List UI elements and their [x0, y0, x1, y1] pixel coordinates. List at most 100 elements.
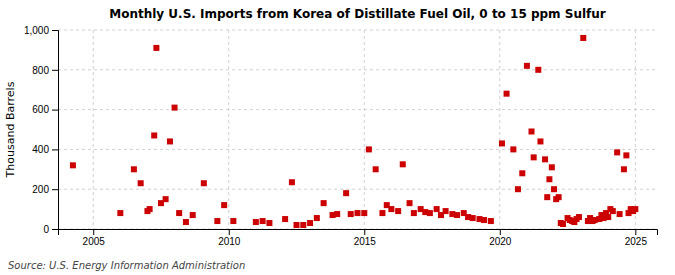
- grid-line: [364, 30, 365, 229]
- tick-label: 1,000: [24, 25, 49, 36]
- point: [321, 200, 327, 206]
- tick-label: 0: [43, 224, 49, 235]
- tick-label: 2025: [625, 236, 648, 247]
- source: Source: U.S. Energy Information Administ…: [8, 260, 245, 271]
- tick: 2020: [489, 229, 512, 247]
- tick-label: 2020: [489, 236, 512, 247]
- tick: 1,000: [24, 25, 58, 36]
- tick-label: 400: [32, 144, 49, 155]
- point: [361, 210, 367, 216]
- point: [481, 217, 487, 223]
- point: [334, 211, 340, 217]
- tick-label: 600: [32, 104, 49, 115]
- point: [515, 186, 521, 192]
- point: [576, 214, 582, 220]
- tick-mark: [52, 30, 58, 31]
- tick: 200: [32, 184, 58, 195]
- point: [151, 132, 157, 138]
- tick-mark: [93, 229, 94, 235]
- grid-line: [58, 69, 657, 70]
- point: [282, 216, 288, 222]
- title: Monthly U.S. Imports from Korea of Disti…: [109, 7, 606, 21]
- tick: 2010: [218, 229, 241, 247]
- tick-mark: [52, 149, 58, 150]
- grid-line: [58, 30, 657, 31]
- point: [294, 222, 300, 228]
- point: [617, 211, 623, 217]
- point: [488, 218, 494, 224]
- point: [407, 200, 413, 206]
- point: [117, 210, 123, 216]
- point: [395, 208, 401, 214]
- point: [544, 194, 550, 200]
- point: [260, 218, 266, 224]
- tick-label: 800: [32, 65, 49, 76]
- point: [519, 170, 525, 176]
- point: [230, 218, 236, 224]
- tick: 0: [43, 224, 58, 235]
- tick: 600: [32, 104, 58, 115]
- axis-line: [59, 230, 658, 236]
- chart: 2005201020152020202502004006008001,000Mo…: [0, 0, 675, 275]
- point: [289, 179, 295, 185]
- point: [610, 208, 616, 214]
- point: [373, 166, 379, 172]
- point: [253, 219, 259, 225]
- tick-mark: [52, 229, 58, 230]
- point: [549, 164, 555, 170]
- point: [167, 138, 173, 144]
- y-axis-title: Thousand Barrels: [4, 81, 17, 178]
- tick-mark: [52, 189, 58, 190]
- point: [434, 206, 440, 212]
- point: [580, 35, 586, 41]
- points: [70, 35, 638, 228]
- point: [190, 212, 196, 218]
- point: [183, 219, 189, 225]
- point: [307, 220, 313, 226]
- tick-label: 2010: [218, 236, 241, 247]
- y-axis: 0 200 400 600 800 1,000: [24, 25, 59, 235]
- tick-label: 2015: [354, 236, 377, 247]
- point: [176, 210, 182, 216]
- point: [470, 215, 476, 221]
- point: [355, 210, 361, 216]
- tick: 2015: [354, 229, 377, 247]
- tick-label: 200: [32, 184, 49, 195]
- tick-mark: [229, 229, 230, 235]
- point: [138, 180, 144, 186]
- grid-line: [58, 109, 657, 110]
- grid-line: [228, 30, 229, 229]
- x-axis: 20052010201520202025: [59, 229, 658, 247]
- point: [153, 45, 159, 51]
- point: [524, 63, 530, 69]
- point: [348, 211, 354, 217]
- point: [531, 154, 537, 160]
- tick-mark: [635, 229, 636, 235]
- point: [388, 206, 394, 212]
- point: [605, 214, 611, 220]
- point: [400, 161, 406, 167]
- point: [147, 206, 153, 212]
- point: [300, 222, 306, 228]
- point: [201, 180, 207, 186]
- point: [411, 210, 417, 216]
- point: [499, 140, 505, 146]
- point: [632, 206, 638, 212]
- point: [70, 162, 76, 168]
- point: [537, 138, 543, 144]
- point: [163, 196, 169, 202]
- tick-mark: [52, 110, 58, 111]
- point: [366, 146, 372, 152]
- grid-line: [635, 30, 636, 229]
- point: [551, 186, 557, 192]
- grid-line: [58, 149, 657, 150]
- point: [443, 208, 449, 214]
- grid: [58, 30, 657, 229]
- point: [427, 210, 433, 216]
- point: [266, 220, 272, 226]
- point: [560, 221, 566, 227]
- point: [131, 166, 137, 172]
- grid-line: [58, 189, 657, 190]
- tick-mark: [500, 229, 501, 235]
- grid-line: [499, 30, 500, 229]
